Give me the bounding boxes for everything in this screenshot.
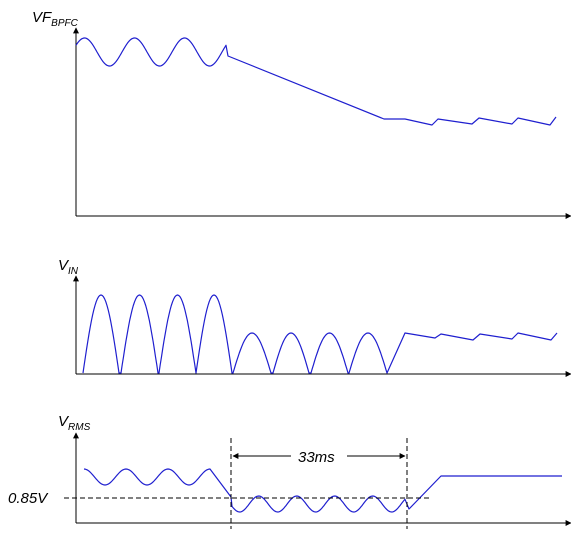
vrms-label: VRMS [58, 413, 91, 433]
panel-vrms: VRMS 0.85V 33ms [8, 413, 571, 529]
vf-waveform [75, 37, 557, 126]
vf-label: VFBPFC [32, 9, 79, 29]
vin-label: VIN [58, 257, 79, 277]
panel-vin: VIN [58, 257, 571, 377]
vrms-waveform [83, 468, 562, 513]
panel-vf: VFBPFC [32, 9, 571, 219]
duration-label: 33ms [298, 449, 335, 466]
vin-waveform [82, 294, 558, 374]
threshold-label: 0.85V [8, 490, 49, 507]
